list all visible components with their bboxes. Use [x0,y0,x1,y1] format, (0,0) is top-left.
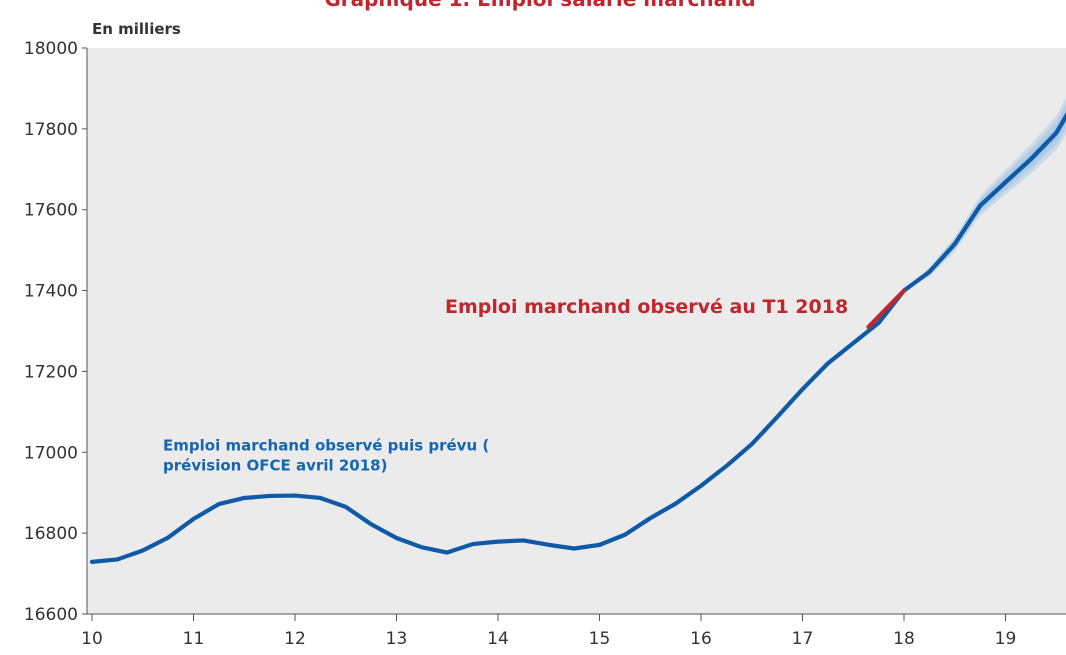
unit-label: En milliers [92,20,181,38]
x-tick-label-16: 16 [690,629,712,649]
y-tick-label-16800: 16800 [24,524,78,544]
x-tick-label-12: 12 [284,629,306,649]
annot-observed: Emploi marchand observé au T1 2018 [445,296,848,318]
y-tick-label-17800: 17800 [24,120,78,140]
x-tick-label-11: 11 [183,629,205,649]
plot-area-background [87,48,1066,614]
y-tick-label-16600: 16600 [24,605,78,625]
y-tick-label-17000: 17000 [24,443,78,463]
x-tick-label-18: 18 [893,629,915,649]
x-tick-label-17: 17 [792,629,814,649]
series-line-employment [89,112,1066,564]
chart-title: Graphique 1. Emploi salarié marchand [324,0,755,11]
y-tick-label-17400: 17400 [24,282,78,302]
series-lines [89,112,1066,564]
y-tick-label-17200: 17200 [24,362,78,382]
x-tick-label-15: 15 [589,629,611,649]
y-tick-label-17600: 17600 [24,201,78,221]
y-tick-label-18000: 18000 [24,39,78,59]
annot-forecast-line1: Emploi marchand observé puis prévu ( [163,436,489,454]
x-tick-label-10: 10 [81,629,103,649]
forecast-band-level-1 [904,98,1066,291]
annotations: Emploi marchand observé au T1 2018 Emploi… [163,296,848,475]
series-line-observed-q1-2018 [866,288,907,330]
annot-forecast-line2: prévision OFCE avril 2018) [163,456,387,474]
forecast-band-level-2 [904,104,1066,291]
x-tick-label-19: 19 [995,629,1017,649]
x-tick-label-13: 13 [386,629,408,649]
axes: 16600 16800 17000 17200 17400 17600 17800 18000… [24,39,1066,649]
x-tick-label-14: 14 [487,629,509,649]
